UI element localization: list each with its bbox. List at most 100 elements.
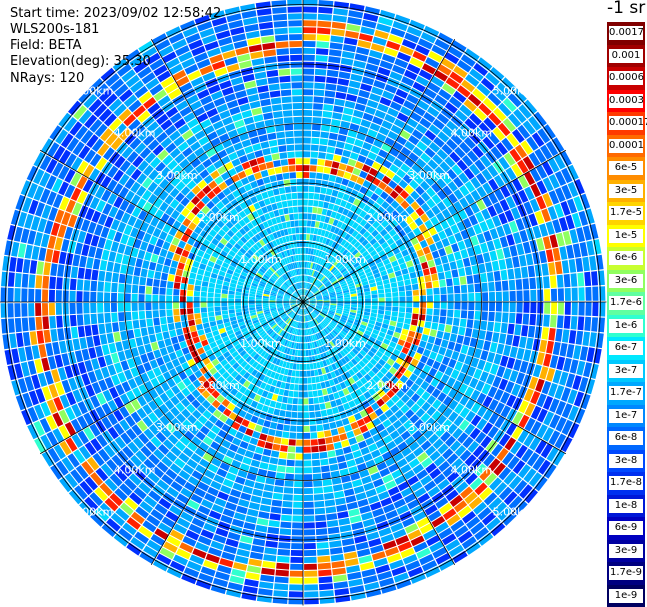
range-gate-cell — [170, 529, 184, 541]
range-gate-cell — [157, 70, 171, 83]
range-gate-cell — [368, 465, 379, 475]
range-gate-cell — [308, 404, 315, 412]
range-gate-cell — [318, 331, 324, 338]
range-gate-cell — [148, 490, 162, 502]
range-gate-cell — [561, 260, 570, 274]
range-gate-cell — [345, 30, 359, 39]
range-gate-cell — [577, 316, 585, 331]
range-gate-cell — [211, 504, 224, 514]
range-gate-cell — [309, 276, 313, 283]
range-gate-cell — [431, 44, 447, 57]
range-gate-cell — [262, 303, 269, 307]
range-gate-cell — [344, 100, 356, 109]
range-gate-cell — [319, 286, 326, 291]
range-gate-cell — [283, 487, 294, 494]
range-gate-cell — [397, 317, 405, 323]
range-gate-cell — [262, 322, 269, 328]
range-gate-cell — [345, 263, 353, 270]
range-gate-cell — [374, 187, 383, 196]
range-gate-cell — [436, 149, 448, 160]
range-gate-cell — [350, 204, 358, 213]
range-gate-cell — [423, 25, 440, 38]
range-gate-cell — [439, 279, 446, 287]
range-gate-cell — [309, 298, 316, 301]
range-gate-cell — [65, 437, 78, 452]
range-gate-cell — [322, 237, 328, 244]
range-gate-cell — [378, 527, 392, 537]
range-gate-cell — [315, 417, 323, 425]
range-gate-cell — [98, 448, 111, 462]
range-gate-cell — [353, 262, 360, 268]
range-gate-cell — [107, 165, 119, 178]
range-gate-cell — [466, 516, 481, 530]
range-gate-cell — [391, 566, 407, 577]
range-gate-cell — [416, 326, 424, 334]
range-gate-cell — [333, 574, 348, 583]
range-gate-cell — [324, 270, 330, 277]
range-gate-cell — [307, 329, 310, 335]
range-gate-cell — [230, 370, 239, 379]
range-gate-cell — [415, 158, 427, 169]
range-gate-cell — [266, 328, 273, 334]
range-gate-cell — [173, 289, 180, 296]
range-gate-cell — [407, 475, 419, 486]
range-gate-cell — [344, 302, 351, 305]
range-gate-cell — [380, 270, 388, 277]
range-gate-cell — [158, 522, 172, 534]
range-gate-cell — [268, 280, 274, 285]
range-gate-cell — [175, 349, 184, 358]
range-gate-cell — [138, 91, 153, 104]
range-gate-cell — [160, 427, 172, 438]
range-gate-cell — [301, 315, 303, 322]
range-gate-cell — [308, 321, 312, 328]
range-gate-cell — [114, 436, 127, 449]
range-gate-cell — [126, 265, 135, 275]
range-gate-cell — [305, 275, 307, 282]
range-gate-cell — [441, 419, 453, 430]
range-gate-cell — [543, 314, 550, 327]
range-gate-cell — [278, 542, 291, 549]
range-gate-cell — [374, 257, 382, 265]
range-gate-cell — [239, 274, 247, 280]
range-gate-cell — [331, 560, 345, 569]
range-gate-cell — [485, 72, 500, 86]
range-gate-cell — [361, 76, 375, 86]
range-gate-cell — [186, 393, 196, 403]
range-gate-cell — [305, 315, 308, 322]
range-gate-cell — [182, 419, 193, 430]
range-gate-cell — [344, 37, 358, 46]
range-gate-cell — [351, 338, 358, 345]
range-gate-cell — [490, 146, 503, 160]
range-gate-cell — [344, 225, 351, 233]
range-gate-cell — [539, 250, 547, 264]
range-gate-cell — [529, 313, 537, 326]
range-gate-cell — [379, 429, 389, 439]
range-gate-cell — [182, 129, 194, 141]
range-gate-cell — [335, 383, 342, 391]
range-gate-cell — [523, 388, 534, 402]
range-gate-cell — [540, 443, 553, 459]
range-gate-cell — [367, 56, 381, 66]
range-gate-cell — [444, 52, 460, 65]
range-gate-cell — [513, 359, 522, 372]
range-gate-cell — [331, 280, 338, 285]
range-gate-cell — [536, 276, 543, 289]
range-gate-cell — [368, 538, 382, 548]
range-gate-cell — [534, 264, 542, 277]
range-gate-cell — [57, 328, 65, 341]
range-gate-cell — [389, 320, 397, 327]
range-gate-cell — [516, 290, 523, 302]
range-gate-cell — [312, 278, 317, 284]
range-gate-cell — [288, 341, 293, 348]
range-gate-cell — [304, 529, 316, 536]
range-gate-cell — [405, 560, 421, 571]
range-gate-cell — [89, 153, 102, 167]
range-gate-cell — [296, 432, 303, 439]
range-gate-cell — [537, 408, 548, 423]
range-gate-cell — [137, 420, 148, 432]
range-gate-cell — [299, 308, 302, 315]
range-gate-cell — [336, 504, 348, 512]
range-gate-cell — [303, 501, 314, 508]
range-gate-cell — [17, 243, 27, 258]
range-gate-cell — [495, 281, 502, 292]
